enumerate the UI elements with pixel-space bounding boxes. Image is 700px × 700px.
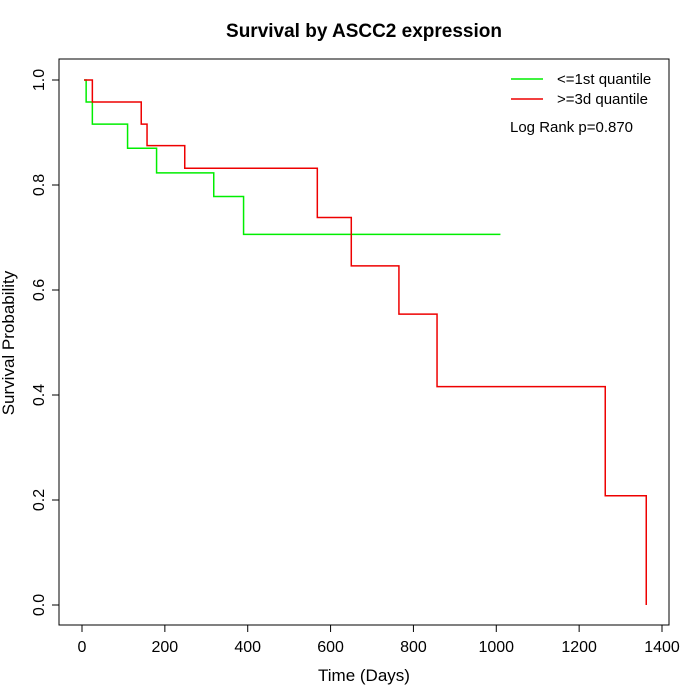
series-line-2 xyxy=(84,79,648,605)
y-tick-label: 0.2 xyxy=(31,489,48,511)
x-axis-label: Time (Days) xyxy=(318,666,410,685)
x-tick-label: 1200 xyxy=(561,639,597,656)
x-tick-label: 200 xyxy=(152,639,179,656)
legend: <=1st quantile >=3d quantile xyxy=(511,71,651,108)
y-tick-label: 0.6 xyxy=(31,279,48,301)
x-tick-label: 800 xyxy=(400,639,427,656)
y-axis: 0.0 0.2 0.4 0.6 0.8 1.0 xyxy=(31,69,60,616)
y-tick-label: 0.4 xyxy=(31,384,48,406)
legend-label: <=1st quantile xyxy=(557,71,651,88)
log-rank-annotation: Log Rank p=0.870 xyxy=(510,119,633,136)
chart-title: Survival by ASCC2 expression xyxy=(226,21,502,42)
series-line-1 xyxy=(84,79,501,236)
x-tick-label: 1000 xyxy=(478,639,514,656)
y-tick-label: 0.0 xyxy=(31,594,48,616)
y-tick-label: 0.8 xyxy=(31,174,48,196)
x-tick-label: 600 xyxy=(317,639,344,656)
y-tick-label: 1.0 xyxy=(31,69,48,91)
legend-label: >=3d quantile xyxy=(557,91,648,108)
plot-frame xyxy=(58,58,670,626)
x-tick-label: 1400 xyxy=(644,639,680,656)
x-tick-label: 0 xyxy=(78,639,87,656)
x-axis: 0 200 400 600 800 1000 1200 1400 xyxy=(78,624,680,656)
series-layer xyxy=(84,79,648,605)
x-tick-label: 400 xyxy=(234,639,261,656)
y-axis-label: Survival Probability xyxy=(0,270,18,415)
